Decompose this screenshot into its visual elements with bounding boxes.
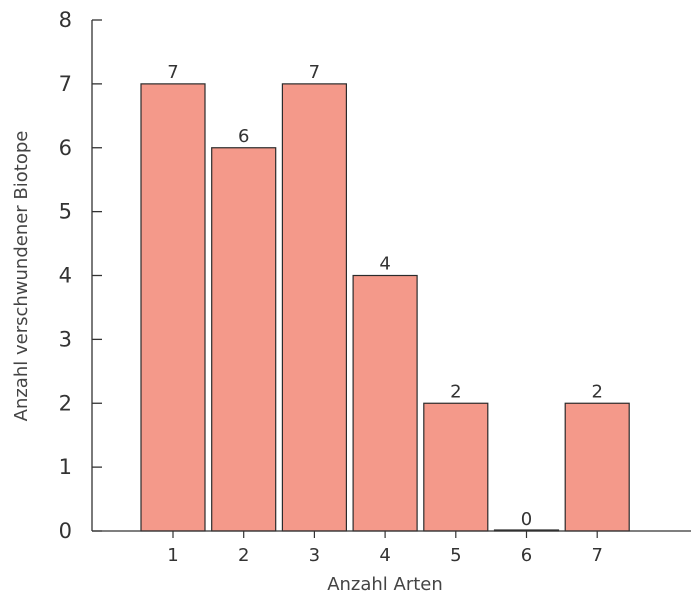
x-tick-label: 6 (521, 545, 532, 566)
bar-4 (352, 274, 418, 532)
y-tick-label: 8 (59, 8, 72, 32)
y-ticks-group: 0 1 2 3 4 5 6 7 8 (59, 8, 102, 543)
bar-3 (281, 83, 347, 532)
x-axis-title: Anzahl Arten (327, 574, 443, 595)
y-tick-label: 6 (59, 136, 72, 160)
y-tick-label: 5 (59, 200, 72, 224)
bars-group (140, 83, 630, 532)
y-tick-label: 7 (59, 72, 72, 96)
y-tick-label: 0 (59, 519, 72, 543)
x-tick-label: 2 (238, 545, 249, 566)
data-label-5: 2 (450, 381, 461, 402)
y-axis-title: Anzahl verschwundener Biotope (11, 131, 32, 422)
x-tick-label: 7 (591, 545, 602, 566)
data-label-1: 7 (167, 62, 178, 83)
y-tick-label: 1 (59, 455, 72, 479)
data-labels-group: 7 6 7 4 2 0 2 (167, 62, 603, 530)
x-tick-label: 4 (379, 545, 390, 566)
y-tick-label: 4 (59, 264, 72, 288)
data-label-3: 7 (309, 62, 320, 83)
y-tick-label: 3 (59, 327, 72, 351)
data-label-2: 6 (238, 126, 249, 147)
x-tick-label: 3 (309, 545, 320, 566)
x-tick-label: 5 (450, 545, 461, 566)
data-label-4: 4 (379, 254, 390, 275)
x-ticks-group: 1 2 3 4 5 6 7 (167, 531, 603, 566)
y-tick-label: 2 (59, 391, 72, 415)
bar-1 (140, 83, 206, 532)
bar-5 (423, 402, 489, 532)
bar-2 (211, 147, 277, 532)
data-label-6: 0 (521, 509, 532, 530)
data-label-7: 2 (591, 381, 602, 402)
x-tick-label: 1 (167, 545, 178, 566)
bar-7 (564, 402, 630, 532)
